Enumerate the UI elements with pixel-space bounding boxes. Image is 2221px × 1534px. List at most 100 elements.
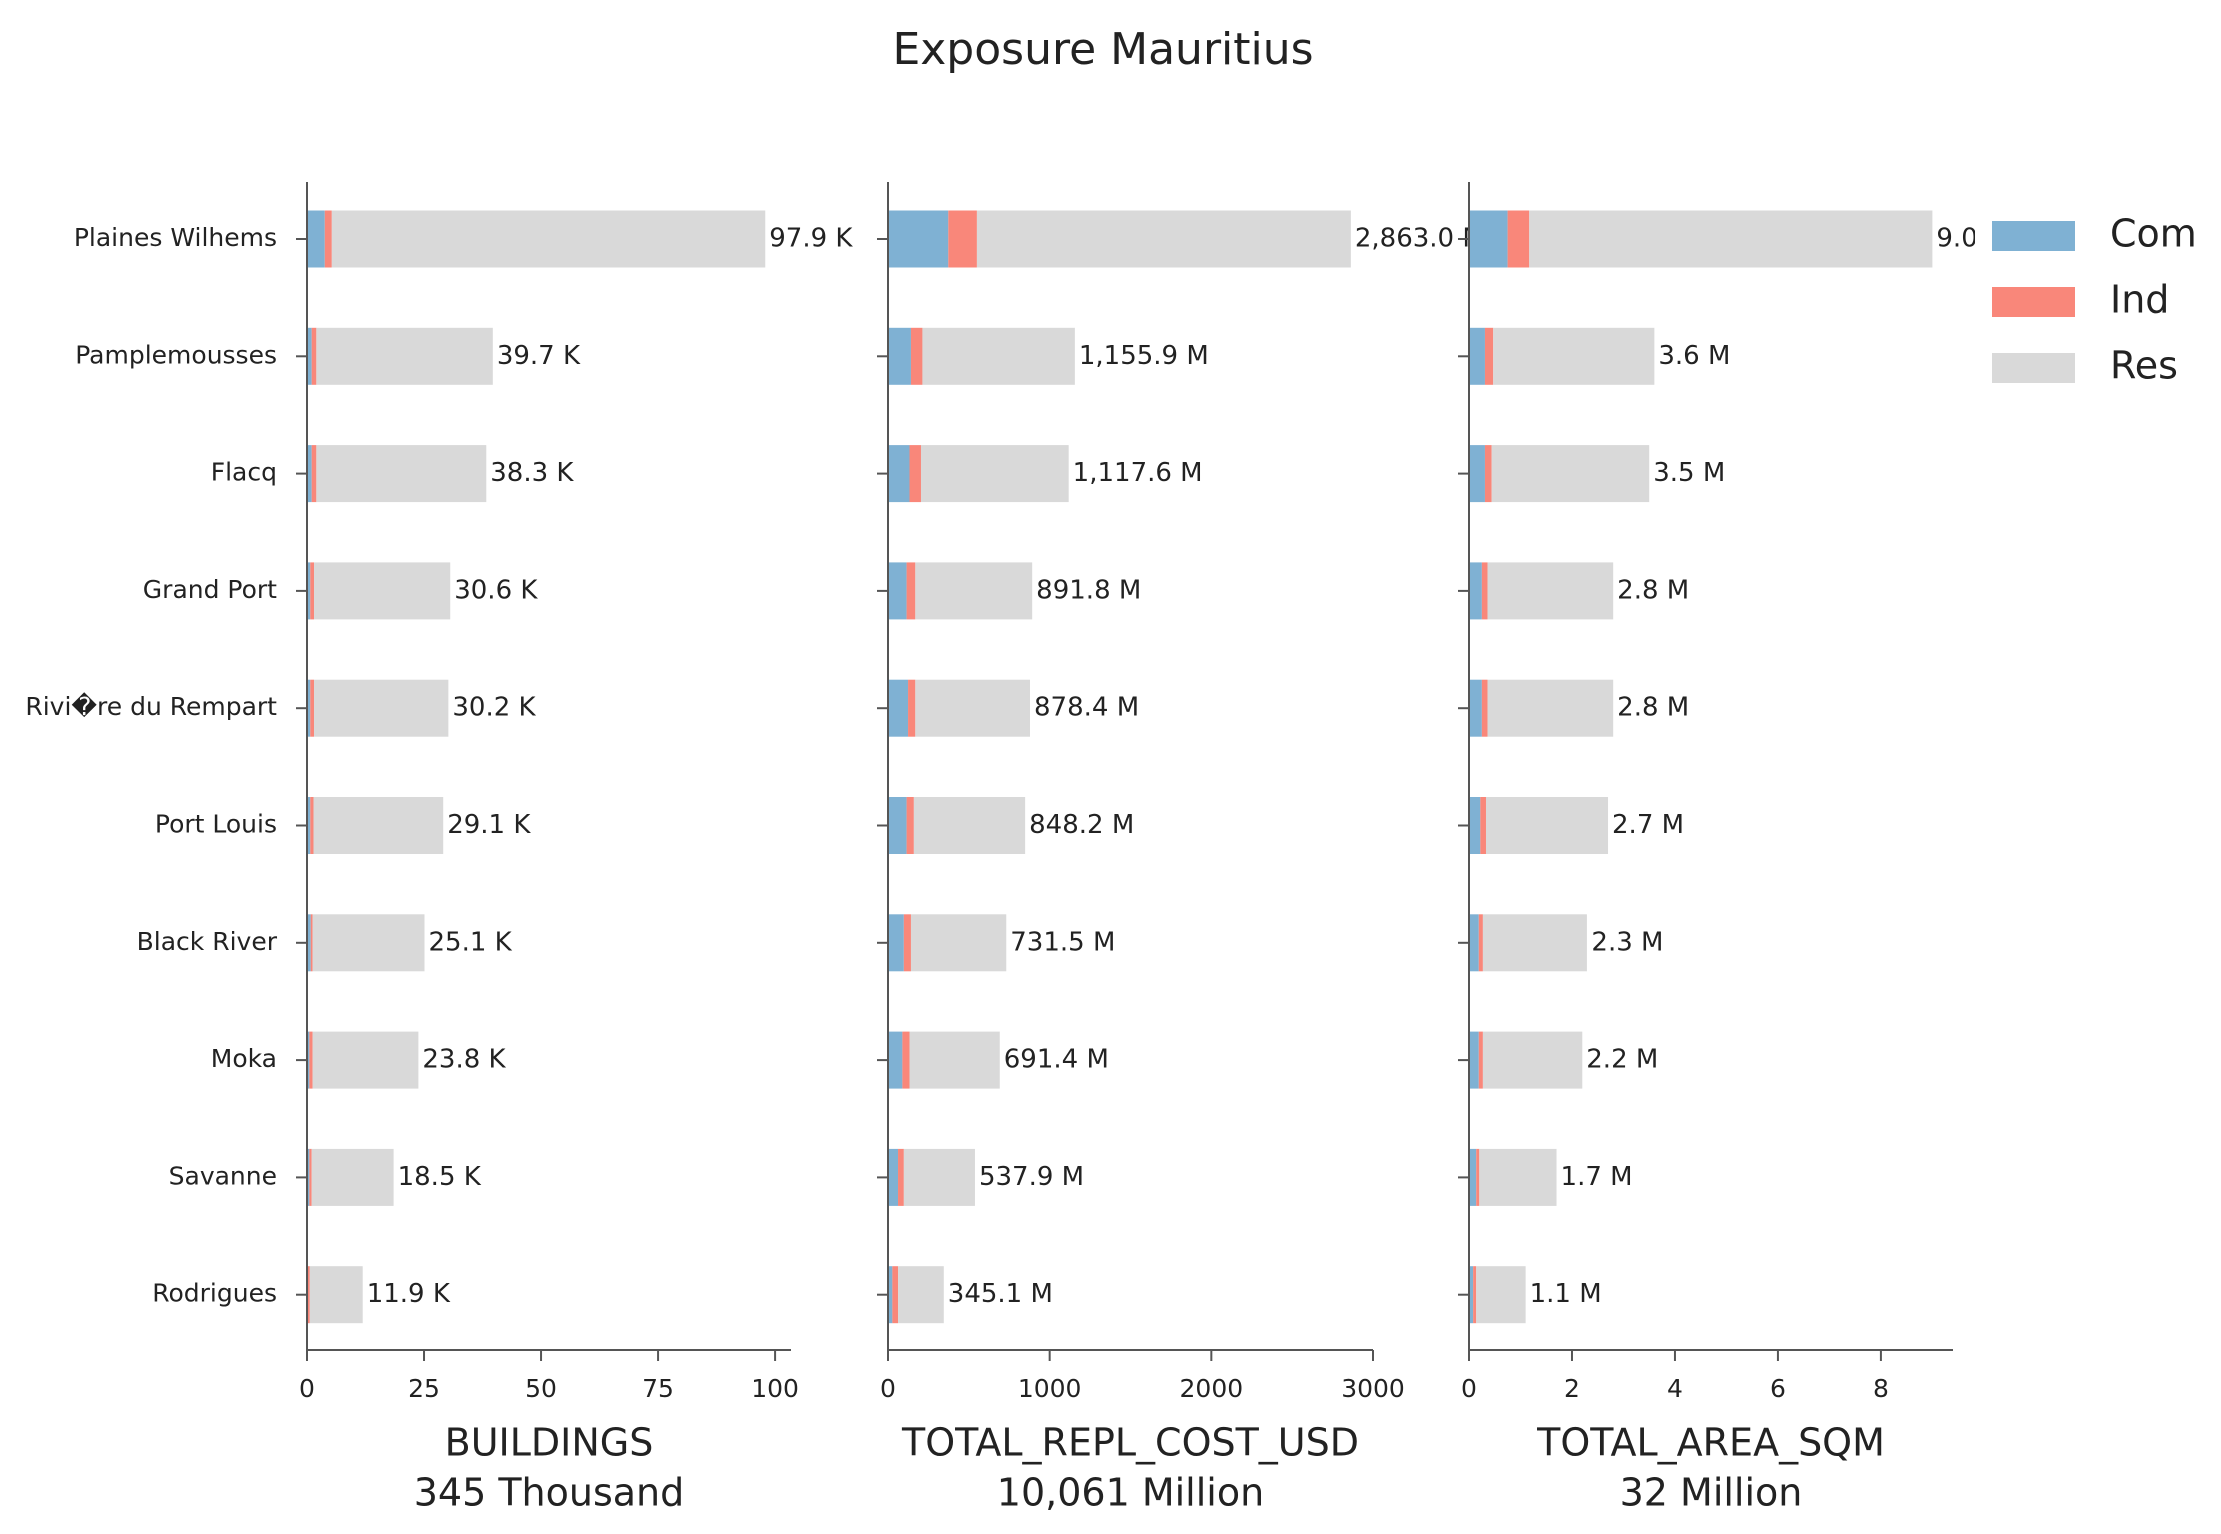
x-tick-label: 4 xyxy=(1667,1374,1683,1403)
bar-segment xyxy=(888,327,911,385)
x-tick-label: 100 xyxy=(751,1374,799,1403)
bar-segment xyxy=(331,210,766,268)
value-label: 97.9 K xyxy=(769,224,853,254)
y-tick-label: Rivi�re du Rempart xyxy=(25,692,277,721)
bar-segment xyxy=(307,797,311,854)
y-tick-label: Moka xyxy=(211,1044,277,1073)
bar-segment xyxy=(311,327,317,385)
value-label: 30.2 K xyxy=(452,693,536,723)
bar-segment xyxy=(307,445,312,503)
bar-segment xyxy=(310,797,314,854)
bar-segment xyxy=(314,562,451,620)
x-tick-label: 0 xyxy=(1461,1374,1477,1403)
bar-segment xyxy=(312,914,425,972)
bar-segment xyxy=(888,679,909,737)
value-label: 1,117.6 M xyxy=(1073,458,1203,488)
bar-segment xyxy=(1469,327,1485,385)
bar-segment xyxy=(1484,327,1494,385)
bar-segment xyxy=(307,1266,310,1324)
value-label: 2.8 M xyxy=(1617,575,1689,605)
value-label: 25.1 K xyxy=(428,927,512,957)
value-label: 11.9 K xyxy=(367,1279,451,1309)
bar-segment xyxy=(909,1031,1000,1089)
value-label: 537.9 M xyxy=(979,1162,1084,1192)
x-tick-label: 8 xyxy=(1873,1374,1889,1403)
x-axis-label: TOTAL_REPL_COST_USD xyxy=(901,1421,1359,1465)
x-axis-label: TOTAL_AREA_SQM xyxy=(1536,1421,1885,1465)
x-tick-label: 25 xyxy=(408,1374,440,1403)
bar-segment xyxy=(908,679,916,737)
legend-label: Res xyxy=(2110,344,2178,388)
bar-segment xyxy=(906,562,916,620)
value-label: 2.7 M xyxy=(1612,810,1684,840)
bar-segment xyxy=(1507,210,1530,268)
bar-segment xyxy=(915,562,1033,620)
x-axis-label: 345 Thousand xyxy=(414,1471,685,1515)
value-label: 691.4 M xyxy=(1004,1045,1109,1075)
y-tick-label: Grand Port xyxy=(143,575,277,604)
chart-title: Exposure Mauritius xyxy=(892,24,1313,75)
bar-segment xyxy=(888,1031,903,1089)
bar-segment xyxy=(913,797,1026,854)
value-label: 1.1 M xyxy=(1530,1279,1602,1309)
bar-segment xyxy=(976,210,1351,268)
bar-segment xyxy=(888,914,904,972)
value-label: 891.8 M xyxy=(1036,575,1141,605)
value-label: 23.8 K xyxy=(422,1045,506,1075)
legend-label: Ind xyxy=(2110,278,2169,322)
bar-segment xyxy=(307,210,325,268)
bar-segment xyxy=(311,445,317,503)
value-label: 18.5 K xyxy=(398,1162,482,1192)
value-label: 29.1 K xyxy=(447,810,531,840)
bar-segment xyxy=(903,1148,975,1206)
x-axis-label: BUILDINGS xyxy=(445,1421,654,1465)
bar-segment xyxy=(888,1148,899,1206)
value-label: 39.7 K xyxy=(497,341,581,371)
bar-segment xyxy=(1491,445,1650,503)
bar-segment xyxy=(948,210,977,268)
bar-segment xyxy=(888,797,907,854)
bar-segment xyxy=(915,679,1031,737)
bar-segment xyxy=(910,327,923,385)
legend: Com Ind Res xyxy=(1975,200,2215,400)
bar-segment xyxy=(1479,1148,1557,1206)
y-tick-label: Rodrigues xyxy=(152,1279,277,1308)
bar-segment xyxy=(307,562,311,620)
bar-segment xyxy=(307,1148,310,1206)
bar-segment xyxy=(1469,1031,1479,1089)
value-label: 848.2 M xyxy=(1029,810,1134,840)
bar-segment xyxy=(903,914,911,972)
value-label: 38.3 K xyxy=(490,458,574,488)
bar-segment xyxy=(1482,914,1587,972)
bar-segment xyxy=(310,914,313,972)
bar-segment xyxy=(892,1266,899,1324)
bar-segment xyxy=(1473,1266,1477,1324)
bar-segment xyxy=(1487,679,1614,737)
bar-segment xyxy=(307,327,312,385)
value-label: 731.5 M xyxy=(1010,927,1115,957)
bar-segment xyxy=(1469,1266,1474,1324)
bar-segment xyxy=(1478,914,1483,972)
bar-segment xyxy=(1478,1031,1483,1089)
bar-segment xyxy=(314,679,449,737)
bar-segment xyxy=(307,1031,310,1089)
bar-segment xyxy=(324,210,332,268)
legend-swatch xyxy=(1992,353,2075,383)
bar-segment xyxy=(888,562,907,620)
value-label: 345.1 M xyxy=(948,1279,1053,1309)
bar-segment xyxy=(312,1031,419,1089)
bar-segment xyxy=(307,914,311,972)
bar-segment xyxy=(1487,562,1614,620)
value-label: 3.6 M xyxy=(1658,341,1730,371)
value-label: 30.6 K xyxy=(454,575,538,605)
bar-segment xyxy=(902,1031,910,1089)
bar-segment xyxy=(310,562,315,620)
y-tick-label: Savanne xyxy=(169,1161,277,1190)
legend-swatch xyxy=(1992,221,2075,251)
bar-segment xyxy=(1469,210,1508,268)
bar-segment xyxy=(316,445,487,503)
bar-segment xyxy=(1476,1266,1526,1324)
bar-segment xyxy=(1482,1031,1583,1089)
legend-label: Com xyxy=(2110,212,2197,256)
x-tick-label: 0 xyxy=(880,1374,896,1403)
